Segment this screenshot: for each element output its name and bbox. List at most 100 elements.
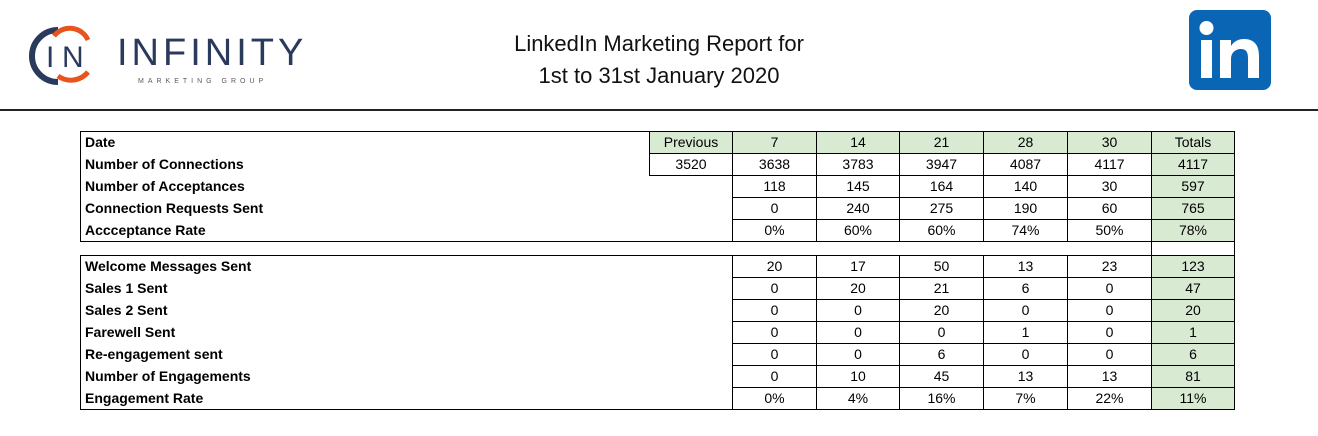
table-row: Number of Connections 3520 3638 3783 394… [80, 153, 1235, 176]
value-cell: 20 [899, 299, 984, 322]
value-cell: 20 [732, 255, 817, 278]
linkedin-icon [1199, 21, 1259, 78]
value-cell: 0 [1067, 299, 1152, 322]
total-cell: 1 [1151, 321, 1235, 344]
value-cell: 13 [983, 255, 1068, 278]
row-label: Engagement Rate [80, 387, 733, 410]
column-header: 21 [899, 131, 984, 154]
value-cell: 0 [899, 321, 984, 344]
column-header: 7 [732, 131, 817, 154]
row-label: Connection Requests Sent [80, 197, 733, 220]
value-cell: 0 [732, 321, 817, 344]
date-header: Date [80, 131, 650, 154]
row-label: Number of Engagements [80, 365, 733, 388]
totals-header: Totals [1151, 131, 1235, 154]
value-cell: 3783 [816, 153, 900, 176]
header-divider [0, 109, 1318, 111]
table-header-row: Date Previous 7 14 21 28 30 Totals [80, 131, 1235, 154]
value-cell: 17 [816, 255, 900, 278]
value-cell: 164 [899, 175, 984, 198]
value-cell: 0 [732, 197, 817, 220]
total-cell: 597 [1151, 175, 1235, 198]
total-cell: 123 [1151, 255, 1235, 278]
value-cell: 6 [983, 277, 1068, 300]
value-cell: 50% [1067, 219, 1152, 242]
report-table: Date Previous 7 14 21 28 30 Totals Numbe… [80, 131, 1235, 410]
table-row: Connection Requests Sent 0 240 275 190 6… [80, 197, 1235, 220]
value-cell: 4% [816, 387, 900, 410]
value-cell: 0 [732, 277, 817, 300]
value-cell: 0% [732, 387, 817, 410]
table-row: Sales 1 Sent 0 20 21 6 0 47 [80, 277, 1235, 300]
value-cell: 3947 [899, 153, 984, 176]
table-row: Number of Acceptances 118 145 164 140 30… [80, 175, 1235, 198]
value-cell: 0 [816, 343, 900, 366]
report-title-line-1: LinkedIn Marketing Report for [514, 31, 804, 56]
value-cell: 30 [1067, 175, 1152, 198]
value-cell: 3638 [732, 153, 817, 176]
previous-cell: 3520 [649, 153, 733, 176]
table-row: Number of Engagements 0 10 45 13 13 81 [80, 365, 1235, 388]
table-row: Re-engagement sent 0 0 6 0 0 6 [80, 343, 1235, 366]
value-cell: 50 [899, 255, 984, 278]
value-cell: 20 [816, 277, 900, 300]
table-row: Accceptance Rate 0% 60% 60% 74% 50% 78% [80, 219, 1235, 242]
total-cell: 4117 [1151, 153, 1235, 176]
column-header: 30 [1067, 131, 1152, 154]
svg-text:I: I [46, 41, 54, 74]
total-cell: 20 [1151, 299, 1235, 322]
total-cell: 81 [1151, 365, 1235, 388]
value-cell: 4087 [983, 153, 1068, 176]
table-row: Farewell Sent 0 0 0 1 0 1 [80, 321, 1235, 344]
linkedin-logo [1189, 10, 1271, 90]
table-row: Welcome Messages Sent 20 17 50 13 23 123 [80, 255, 1235, 278]
value-cell: 7% [983, 387, 1068, 410]
total-cell: 78% [1151, 219, 1235, 242]
value-cell: 0% [732, 219, 817, 242]
value-cell: 0 [816, 321, 900, 344]
table-spacer [81, 241, 1235, 256]
value-cell: 118 [732, 175, 817, 198]
value-cell: 0 [816, 299, 900, 322]
svg-text:N: N [62, 41, 84, 74]
value-cell: 10 [816, 365, 900, 388]
value-cell: 22% [1067, 387, 1152, 410]
value-cell: 0 [1067, 321, 1152, 344]
row-label: Number of Acceptances [80, 175, 733, 198]
row-label: Welcome Messages Sent [80, 255, 733, 278]
value-cell: 0 [1067, 277, 1152, 300]
total-cell: 11% [1151, 387, 1235, 410]
row-label: Sales 2 Sent [80, 299, 733, 322]
column-header: 28 [983, 131, 1068, 154]
row-label: Sales 1 Sent [80, 277, 733, 300]
value-cell: 240 [816, 197, 900, 220]
value-cell: 6 [899, 343, 984, 366]
value-cell: 0 [732, 299, 817, 322]
value-cell: 60% [899, 219, 984, 242]
infinity-emblem-icon: I N [29, 25, 91, 85]
report-title: LinkedIn Marketing Report for 1st to 31s… [340, 28, 978, 92]
value-cell: 16% [899, 387, 984, 410]
value-cell: 4117 [1067, 153, 1152, 176]
value-cell: 13 [983, 365, 1068, 388]
row-label: Number of Connections [80, 153, 650, 176]
value-cell: 1 [983, 321, 1068, 344]
value-cell: 74% [983, 219, 1068, 242]
previous-header: Previous [649, 131, 733, 154]
infinity-logo: I N INFINITY MARKETING GROUP [24, 20, 303, 90]
value-cell: 0 [983, 343, 1068, 366]
table-row: Engagement Rate 0% 4% 16% 7% 22% 11% [80, 387, 1235, 410]
value-cell: 45 [899, 365, 984, 388]
row-label: Accceptance Rate [80, 219, 733, 242]
value-cell: 0 [732, 365, 817, 388]
row-label: Re-engagement sent [80, 343, 733, 366]
value-cell: 0 [1067, 343, 1152, 366]
total-cell: 765 [1151, 197, 1235, 220]
value-cell: 23 [1067, 255, 1152, 278]
value-cell: 60 [1067, 197, 1152, 220]
value-cell: 190 [983, 197, 1068, 220]
logo-subtext: MARKETING GROUP [138, 78, 268, 85]
value-cell: 13 [1067, 365, 1152, 388]
value-cell: 0 [732, 343, 817, 366]
value-cell: 145 [816, 175, 900, 198]
